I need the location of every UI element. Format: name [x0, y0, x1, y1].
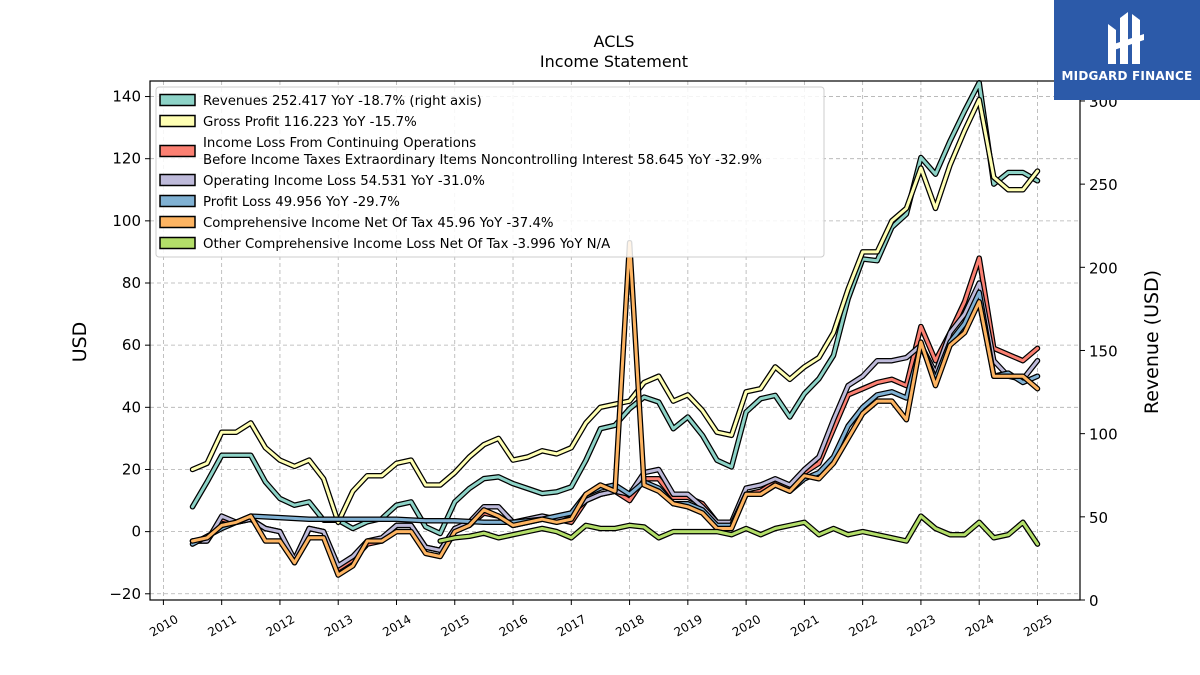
series-line	[191, 290, 1039, 546]
series-line	[191, 241, 1039, 577]
y-tick-label: 40	[122, 398, 141, 416]
legend-swatch	[159, 236, 196, 250]
legend-label-profit-loss: Profit Loss 49.956 YoY -29.7%	[203, 195, 400, 210]
chart-title: ACLS	[594, 32, 635, 51]
series-lines	[189, 79, 1041, 578]
x-tick-label: 2019	[672, 612, 705, 639]
x-tick-label: 2023	[905, 612, 938, 639]
y-tick-label: −20	[109, 585, 141, 603]
x-tick-label: 2015	[438, 612, 471, 639]
y-tick-label: 100	[112, 212, 141, 230]
series-6	[437, 513, 1041, 547]
legend-label-comprehensive-income: Comprehensive Income Net Of Tax 45.96 Yo…	[203, 216, 554, 231]
x-tick-label: 2016	[497, 612, 530, 639]
legend-swatch	[159, 215, 196, 229]
x-tick-label: 2020	[730, 612, 763, 639]
legend-swatch	[159, 144, 196, 158]
midgard-logo-icon	[1108, 12, 1144, 64]
legend-swatch	[159, 114, 196, 128]
x-tick-label: 2021	[788, 612, 821, 639]
midgard-finance-logo: MIDGARD FINANCE	[1054, 0, 1200, 100]
y-right-tick-label: 0	[1089, 592, 1099, 610]
y-right-tick-label: 100	[1089, 426, 1118, 444]
legend-box	[155, 86, 825, 258]
series-5	[189, 239, 1041, 578]
legend-label-pretax-income-line2: Before Income Taxes Extraordinary Items …	[203, 153, 762, 168]
x-tick-label: 2024	[963, 612, 996, 639]
series-2	[189, 255, 1041, 572]
legend: Revenues 252.417 YoY -18.7% (right axis)…	[155, 86, 825, 258]
x-tick-label: 2017	[555, 612, 588, 639]
x-tick-label: 2025	[1021, 612, 1054, 639]
x-tick-label: 2018	[613, 612, 646, 639]
legend-swatch	[159, 173, 196, 187]
y-tick-label: 20	[122, 460, 141, 478]
series-line-outline	[189, 255, 1041, 572]
x-tick-label: 2012	[264, 612, 297, 639]
y-tick-label: 60	[122, 336, 141, 354]
legend-swatch	[159, 194, 196, 208]
legend-swatch	[159, 93, 196, 107]
series-line	[191, 98, 1039, 524]
y-right-tick-label: 250	[1089, 176, 1118, 194]
series-line-outline	[189, 239, 1041, 578]
y-tick-label: 120	[112, 150, 141, 168]
y-right-tick-label: 200	[1089, 259, 1118, 277]
y-tick-label: 0	[131, 523, 141, 541]
series-4	[189, 289, 1041, 547]
series-line	[438, 514, 1039, 546]
y-tick-label: 140	[112, 88, 141, 106]
legend-label-other-comprehensive-income: Other Comprehensive Income Loss Net Of T…	[203, 237, 610, 252]
plot-frame	[149, 80, 1081, 601]
y-right-tick-label: 50	[1089, 509, 1108, 527]
legend-label-operating-income: Operating Income Loss 54.531 YoY -31.0%	[203, 174, 485, 189]
x-tick-label: 2014	[380, 612, 413, 639]
x-tick-label: 2022	[846, 612, 879, 639]
y-right-tick-label: 150	[1089, 342, 1118, 360]
series-1	[189, 96, 1041, 526]
legend-label-gross-profit: Gross Profit 116.223 YoY -15.7%	[203, 115, 417, 130]
y-tick-label: 80	[122, 274, 141, 292]
logo-text: MIDGARD FINANCE	[1061, 69, 1193, 83]
x-tick-label: 2011	[205, 612, 238, 639]
x-tick-label: 2013	[322, 612, 355, 639]
series-line	[191, 256, 1039, 571]
x-tick-label: 2010	[147, 612, 180, 639]
chart-subtitle: Income Statement	[540, 52, 688, 71]
y-axis-label-right: Revenue (USD)	[1141, 270, 1163, 414]
legend-label-revenues: Revenues 252.417 YoY -18.7% (right axis)	[203, 94, 482, 109]
series-line-outline	[189, 289, 1041, 547]
y-axis-label: USD	[69, 322, 91, 363]
legend-label-pretax-income-line1: Income Loss From Continuing Operations	[203, 136, 476, 151]
